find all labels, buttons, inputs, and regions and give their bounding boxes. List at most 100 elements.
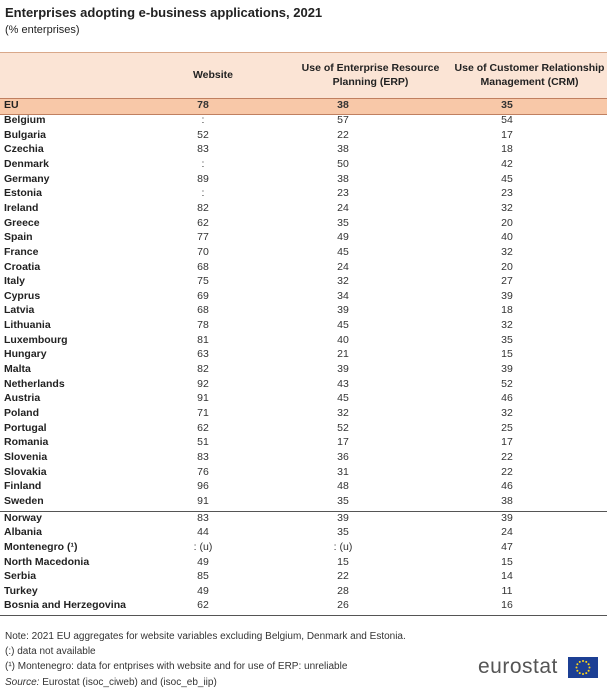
cell: 25 (501, 421, 513, 434)
row-label: Italy (4, 275, 26, 288)
cell: : (201, 114, 205, 126)
cell: 35 (337, 494, 349, 507)
cell: 82 (197, 363, 209, 376)
cell: 39 (337, 363, 349, 376)
cell: 39 (337, 304, 349, 317)
cell: 46 (501, 392, 513, 405)
cell: : (201, 157, 205, 170)
row-label: France (4, 245, 39, 258)
row-label: Belgium (4, 114, 46, 126)
cell: 52 (337, 421, 349, 434)
cell: 70 (197, 245, 209, 258)
cell: 21 (337, 348, 349, 361)
row-label: Albania (4, 526, 42, 539)
cell: : (201, 187, 205, 200)
cell: 17 (501, 128, 513, 141)
row-label: North Macedonia (4, 555, 90, 568)
flag-star (576, 663, 579, 666)
cell: 20 (501, 260, 513, 273)
cell: 47 (501, 540, 513, 553)
cell: 40 (501, 231, 513, 244)
row-label: Hungary (4, 348, 47, 361)
cell: 35 (501, 99, 513, 111)
cell: 40 (337, 333, 349, 346)
source: Source: Eurostat (isoc_ciweb) and (isoc_… (5, 677, 217, 688)
cell: : (u) (193, 540, 213, 553)
cell: 45 (501, 172, 513, 185)
cell: 49 (197, 584, 209, 597)
cell: 91 (197, 392, 209, 405)
cell: 62 (197, 216, 209, 229)
cell: 39 (501, 363, 513, 376)
cell: 50 (337, 157, 349, 170)
flag-star (585, 660, 588, 663)
cell: 39 (501, 511, 513, 524)
cell: 24 (501, 526, 513, 539)
cell: 32 (501, 319, 513, 332)
header-band (0, 52, 607, 99)
cell: 78 (197, 319, 209, 332)
cell: 48 (337, 480, 349, 493)
row-label: Finland (4, 480, 42, 493)
cell: 18 (501, 304, 513, 317)
cell: 68 (197, 304, 209, 317)
cell: 23 (337, 187, 349, 200)
cell: 38 (337, 99, 349, 111)
subtitle: (% enterprises) (5, 24, 80, 36)
flag-star (582, 660, 584, 662)
flag-star (578, 660, 581, 663)
row-label: Slovenia (4, 450, 48, 463)
row-label: Lithuania (4, 319, 51, 332)
row-label: EU (4, 99, 19, 111)
column-header: Use of Enterprise Resource Planning (ERP… (301, 62, 440, 88)
row-label: Latvia (4, 304, 35, 317)
cell: 57 (337, 114, 349, 126)
cell: 28 (337, 584, 349, 597)
flag-star (578, 672, 581, 675)
cell: 16 (501, 599, 513, 612)
cell: 52 (501, 377, 513, 390)
cell: 91 (197, 494, 209, 507)
row-label: Slovakia (4, 465, 47, 478)
cell: 44 (197, 526, 209, 539)
cell: 49 (197, 555, 209, 568)
note: (¹) Montenegro: data for entprises with … (5, 661, 348, 672)
flag-star (585, 672, 588, 675)
row-label: Netherlands (4, 377, 65, 390)
cell: 23 (501, 187, 513, 200)
cell: 54 (501, 114, 513, 126)
cell: 22 (337, 570, 349, 583)
cell: 89 (197, 172, 209, 185)
cell: 62 (197, 421, 209, 434)
row-label: Ireland (4, 201, 39, 214)
row-label: Czechia (4, 143, 44, 156)
cell: 32 (501, 407, 513, 419)
source-text: Eurostat (isoc_ciweb) and (isoc_eb_iip) (42, 677, 217, 688)
flag-star (587, 663, 590, 666)
row-label: Montenegro (¹) (4, 540, 78, 553)
flag-star (587, 669, 590, 672)
cell: 77 (197, 231, 209, 244)
cell: 75 (197, 275, 209, 288)
cell: 17 (501, 436, 513, 449)
row-label: Denmark (4, 157, 49, 170)
cell: 32 (501, 201, 513, 214)
cell: 27 (501, 275, 513, 288)
cell: 20 (501, 216, 513, 229)
cell: 38 (337, 143, 349, 156)
row-label: Bulgaria (4, 128, 47, 141)
cell: 39 (337, 511, 349, 524)
row-label: Cyprus (4, 289, 41, 302)
flag-star (582, 673, 584, 675)
flag-star (576, 669, 579, 672)
cell: 24 (337, 201, 349, 214)
cell: 14 (501, 570, 513, 583)
cell: 35 (501, 333, 513, 346)
cell: 36 (337, 450, 349, 463)
row-label: Bosnia and Herzegovina (4, 599, 126, 612)
column-header: Use of Customer Relationship Management … (454, 62, 605, 88)
cell: 22 (501, 450, 513, 463)
flag-star (588, 666, 591, 669)
cell: 42 (501, 157, 513, 170)
